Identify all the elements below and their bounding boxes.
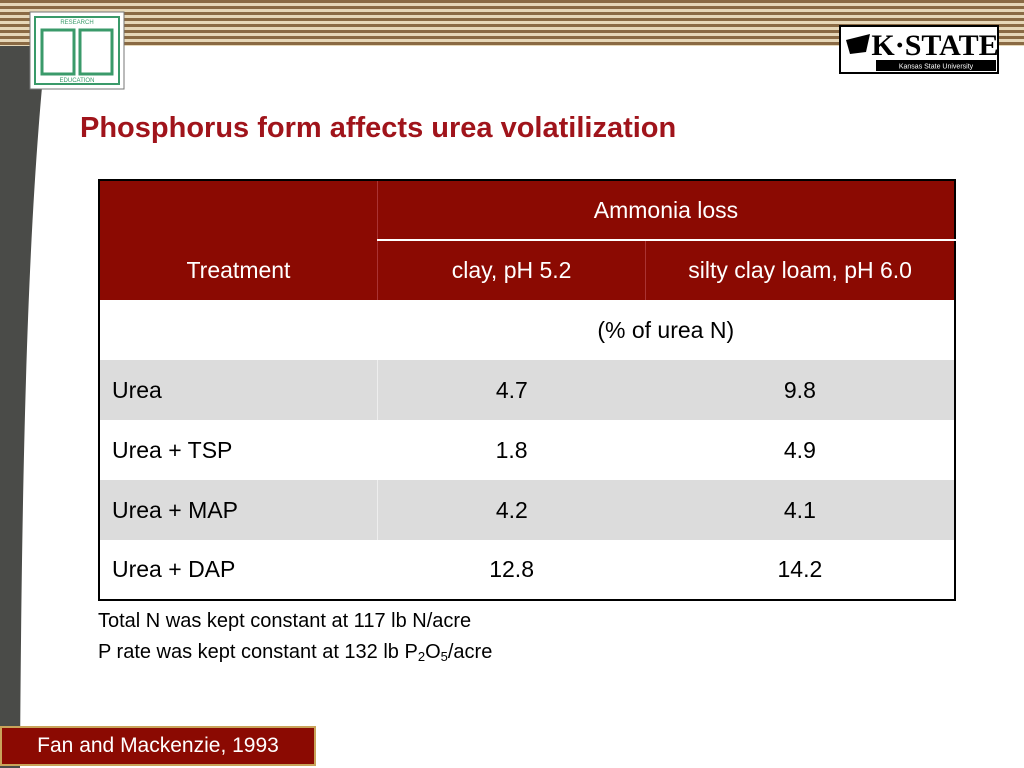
column-header: silty clay loam, pH 6.0 <box>645 240 955 300</box>
table-cell: 12.8 <box>489 556 534 582</box>
column-header: Treatment <box>99 240 378 300</box>
table-row: Urea + MAP 4.2 4.1 <box>99 480 955 540</box>
note-line: Total N was kept constant at 117 lb N/ac… <box>98 610 472 632</box>
unit-cell: (% of urea N) <box>597 316 735 343</box>
logo-mark <box>78 28 114 76</box>
table-row: Urea 4.7 9.8 <box>99 360 955 420</box>
logo-wildcat <box>846 34 870 54</box>
citation: Fan and Mackenzie, 1993 <box>0 726 316 766</box>
logo-bottom-text: EDUCATION <box>60 78 95 84</box>
header-row: Treatment clay, pH 5.2 silty clay loam, … <box>99 240 955 300</box>
note-text: P rate was kept constant at 132 lb P <box>98 641 418 663</box>
note-text: /acre <box>447 641 493 663</box>
logo-name: K·STATE <box>871 29 998 62</box>
note-text: O <box>425 641 441 663</box>
row-label: Urea + TSP <box>112 436 233 463</box>
table-row: Urea + DAP 12.8 14.2 <box>99 540 955 600</box>
logo-subtitle: Kansas State University <box>899 64 974 71</box>
row-label: Urea + DAP <box>112 556 236 582</box>
table-cell: 9.8 <box>645 360 955 420</box>
table-row: Urea + TSP 1.8 4.9 <box>99 420 955 480</box>
table-cell: 4.1 <box>645 480 955 540</box>
subscript: 2 <box>417 649 426 664</box>
logo-frame <box>29 11 125 90</box>
table-cell: 4.7 <box>377 360 646 420</box>
row-label: Urea <box>99 360 378 420</box>
logo-bar <box>876 60 996 71</box>
table-body: Urea 4.7 9.8 Urea + TSP 1.8 4.9 Urea + MAP 4.2 4… <box>99 360 955 600</box>
table-cell <box>99 300 377 360</box>
logo-top-text: RESEARCH <box>60 20 93 26</box>
unit-row: (% of urea N) <box>99 300 955 360</box>
logo-border <box>34 16 120 85</box>
ppi-logo: RESEARCH EDUCATION <box>29 11 125 90</box>
group-header: Ammonia loss <box>377 180 955 241</box>
table-cell: 4.9 <box>783 436 816 463</box>
column-header: clay, pH 5.2 <box>377 240 647 300</box>
header-row: Ammonia loss <box>99 180 955 241</box>
slide-title: Phosphorus form affects urea volatilizat… <box>80 112 677 144</box>
data-table: Ammonia loss Treatment clay, pH 5.2 silt… <box>98 179 956 601</box>
logo-mark <box>40 28 76 76</box>
subscript: 5 <box>440 649 448 664</box>
header-cell <box>99 180 378 240</box>
row-label: Urea + MAP <box>99 480 378 540</box>
table-cell: 14.2 <box>777 556 823 582</box>
table-cell: 4.2 <box>377 480 646 540</box>
side-band <box>0 46 46 768</box>
kstate-logo: K·STATE Kansas State University <box>839 25 999 74</box>
table-cell: 1.8 <box>495 436 528 463</box>
notes: Total N was kept constant at 117 lb N/ac… <box>98 606 492 672</box>
note-line: P rate was kept constant at 132 lb P2O5/… <box>98 637 492 672</box>
